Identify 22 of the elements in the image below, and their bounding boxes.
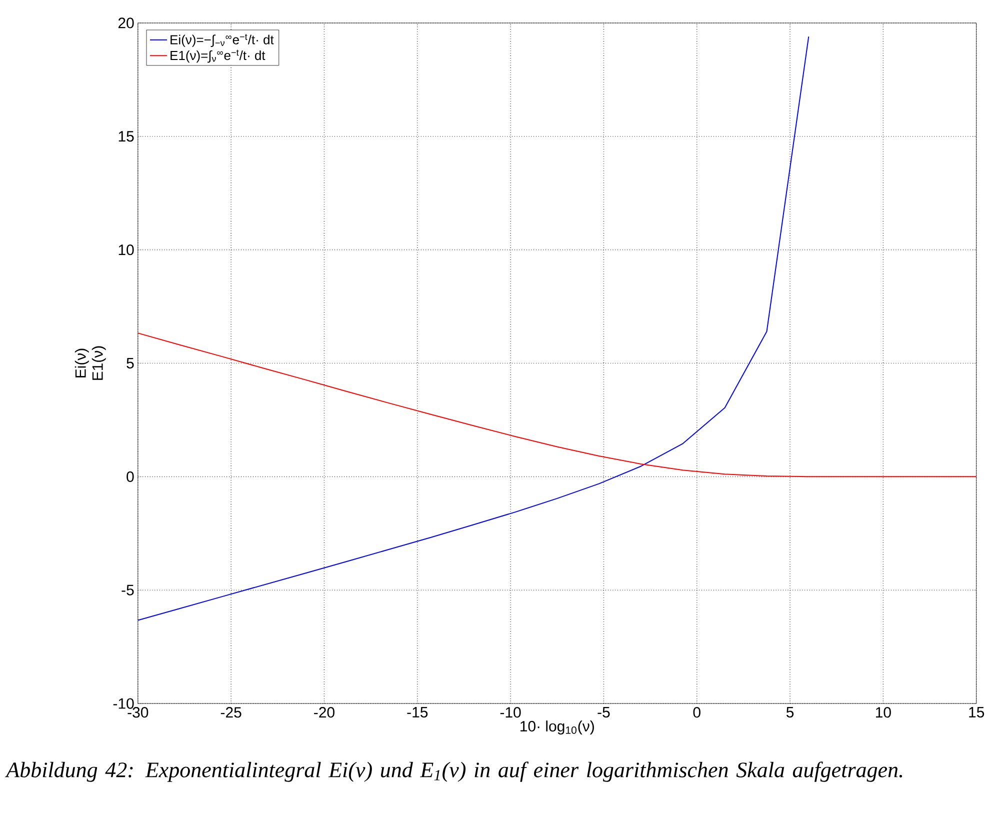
x-tick-label: -30	[128, 706, 148, 718]
x-tick-label: 15	[969, 706, 984, 718]
x-tick-label: -10	[500, 706, 521, 718]
x-tick-label: -20	[314, 706, 334, 718]
x-tick-label: -25	[220, 706, 242, 718]
x-axis-title: 10· log$_{10}$(ν)	[520, 720, 594, 734]
y-tick-label: 15	[118, 130, 134, 142]
y-tick-label: 0	[126, 471, 134, 482]
y-tick-label: -10	[113, 698, 134, 709]
x-tick-label: 10	[876, 706, 891, 718]
x-tick-label: -15	[407, 706, 428, 718]
y-tick-label: 5	[126, 358, 134, 368]
y-axis-title: Ei(ν) E1(ν)	[74, 346, 106, 380]
text: Abbildung 42: Exponentialintegral Ei(ν) und E$_{1}$(ν) in auf einer logarithmischen Skala aufgetragen.	[4, 761, 902, 782]
legend-label: Ei(ν)=−∫$_{−ν}$$^{∞}$e$^{−t}$/t· dt	[170, 34, 274, 47]
y-tick-label: 20	[118, 17, 134, 28]
y-tick-label: 10	[118, 244, 134, 255]
x-tick-label: 5	[786, 706, 794, 718]
legend-label: E1(ν)=∫$_{ν}$$^{∞}$e$^{−t}$/t· dt	[170, 49, 266, 62]
y-tick-label: -5	[122, 584, 134, 596]
x-tick-label: -5	[598, 706, 610, 718]
x-tick-label: 0	[693, 706, 700, 718]
